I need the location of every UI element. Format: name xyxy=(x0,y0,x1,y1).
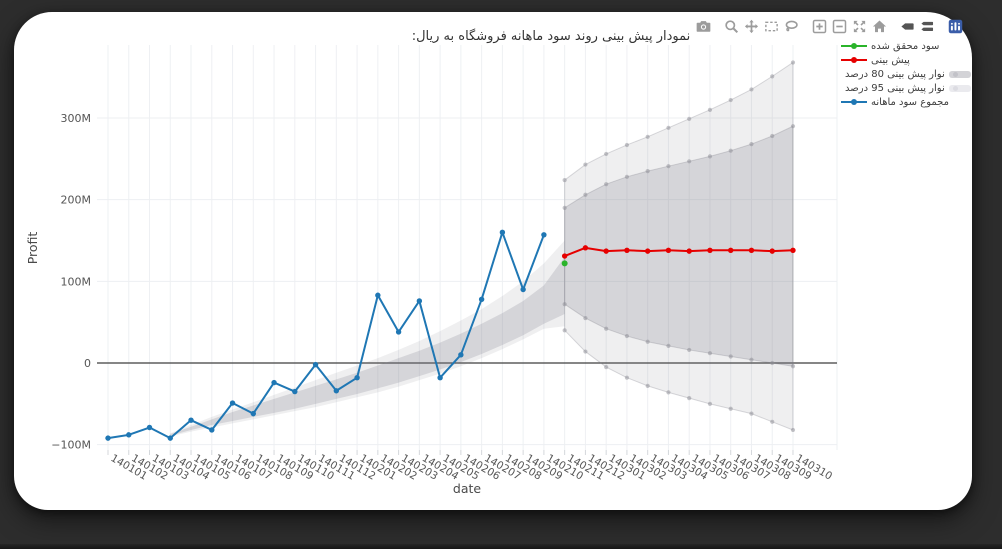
legend-item[interactable]: سود محقق شده xyxy=(841,39,953,53)
legend-label: سود محقق شده xyxy=(871,40,940,52)
legend-item[interactable]: نوار پیش بینی 80 درصد xyxy=(841,67,971,81)
zoom-in-icon[interactable] xyxy=(810,17,829,36)
legend-item[interactable]: پیش بینی xyxy=(841,53,953,67)
legend-swatch-icon xyxy=(841,56,867,64)
legend-label: پیش بینی xyxy=(871,54,910,66)
home-icon[interactable] xyxy=(870,17,889,36)
series-actual xyxy=(561,260,568,267)
legend-swatch-icon xyxy=(841,98,867,106)
hover-closest-icon[interactable] xyxy=(898,17,917,36)
legend-item[interactable]: نوار پیش بینی 95 درصد xyxy=(841,81,971,95)
gridlines xyxy=(97,45,838,455)
svg-text:−100M: −100M xyxy=(51,439,91,452)
plotly-logo-icon[interactable] xyxy=(946,17,965,36)
camera-icon[interactable] xyxy=(694,17,713,36)
y-tick-labels: 300M 200M 100M 0 −100M xyxy=(51,112,91,452)
zoom-out-icon[interactable] xyxy=(830,17,849,36)
autoscale-icon[interactable] xyxy=(850,17,869,36)
svg-text:200M: 200M xyxy=(61,194,92,207)
chart-title: نمودار پیش بینی روند سود ماهانه فروشگاه … xyxy=(411,29,691,44)
series-forecast xyxy=(561,245,796,259)
hover-compare-icon[interactable] xyxy=(918,17,937,36)
legend-label: نوار پیش بینی 95 درصد xyxy=(845,82,945,94)
chart-legend: سود محقق شده پیش بینی نوار پیش بینی 80 درص… xyxy=(841,39,971,109)
x-axis-title: date xyxy=(453,481,481,496)
svg-text:0: 0 xyxy=(84,357,91,370)
legend-swatch-icon xyxy=(948,70,971,78)
y-axis-title: Profit xyxy=(25,232,40,265)
legend-label: نوار پیش بینی 80 درصد xyxy=(845,68,945,80)
pan-icon[interactable] xyxy=(742,17,761,36)
svg-text:100M: 100M xyxy=(61,275,92,288)
chart-svg: 1401011401021401031401041401051401061401… xyxy=(25,45,838,496)
legend-swatch-icon xyxy=(841,42,867,50)
plotly-modebar xyxy=(693,17,965,36)
legend-label: مجموع سود ماهانه xyxy=(871,96,949,108)
x-tick-labels: 1401011401021401031401041401051401061401… xyxy=(109,452,835,483)
lasso-icon[interactable] xyxy=(782,17,801,36)
plot-area[interactable]: 140101 140102 140103 140104 140105 140106 1401… xyxy=(14,12,972,510)
zoom-icon[interactable] xyxy=(722,17,741,36)
box-select-icon[interactable] xyxy=(762,17,781,36)
plotly-chart-panel: 140101 140102 140103 140104 140105 140106 1401… xyxy=(14,12,972,510)
series-history xyxy=(105,229,547,441)
legend-item[interactable]: مجموع سود ماهانه xyxy=(841,95,953,109)
confidence-band-95 xyxy=(170,60,796,437)
legend-swatch-icon xyxy=(948,84,971,92)
confidence-band-80 xyxy=(170,124,796,436)
svg-text:300M: 300M xyxy=(61,112,92,125)
